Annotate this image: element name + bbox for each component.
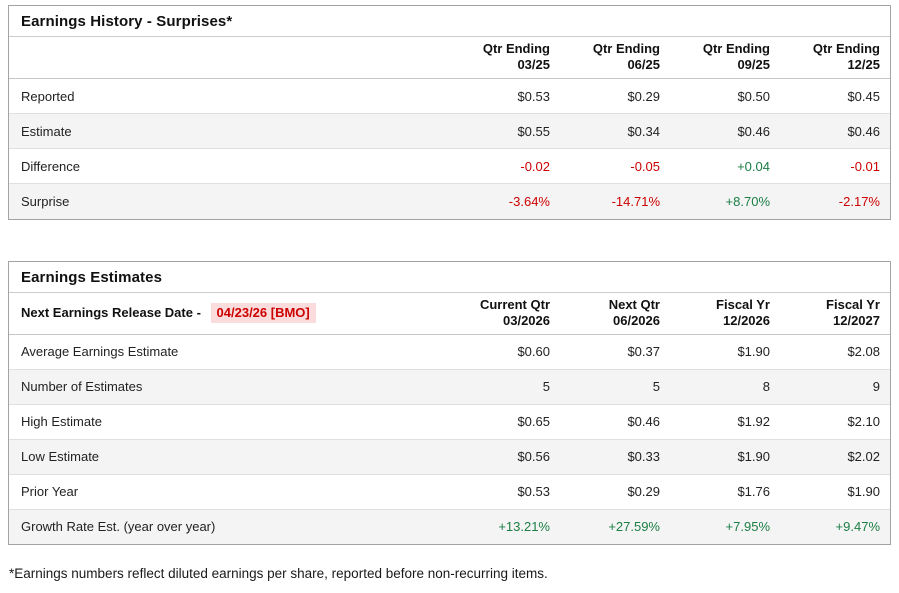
cell-value: 5: [450, 368, 560, 404]
cell-value: $0.46: [780, 113, 890, 149]
table-row: Average Earnings Estimate $0.60 $0.37 $1.90…: [9, 334, 890, 369]
cell-value: $0.29: [627, 88, 660, 104]
empty-header-cell: [9, 37, 450, 79]
cell-value: $0.53: [450, 473, 560, 509]
cell-value: $0.56: [450, 438, 560, 474]
table-row: Growth Rate Est. (year over year) +13.21%…: [9, 508, 890, 544]
cell-value: $1.76: [670, 473, 780, 509]
cell-value: $1.90: [737, 344, 770, 359]
row-label: Low Estimate: [9, 438, 450, 474]
cell-value: $0.53: [517, 88, 550, 104]
cell-value: +9.47%: [780, 508, 890, 544]
cell-value: $0.29: [560, 473, 670, 509]
earnings-estimates-header-row: Next Earnings Release Date - 04/23/26 [B…: [9, 292, 890, 335]
row-label: Number of Estimates: [9, 368, 450, 404]
cell-value: $0.65: [450, 403, 560, 439]
table-row: Prior Year $0.53 $0.29 $1.76 $1.90: [9, 473, 890, 509]
earnings-estimates-card: Earnings Estimates Next Earnings Release…: [8, 260, 891, 545]
table-row: Reported $0.53 $0.29 $0.50 $0.45: [9, 79, 890, 114]
cell-value: $0.55: [450, 113, 560, 149]
row-label: High Estimate: [9, 403, 450, 439]
column-header-qtr-3: Qtr Ending 09/25: [670, 37, 780, 79]
column-header-fiscal-yr-2: Fiscal Yr 12/2027: [780, 292, 890, 335]
cell-value: $0.37: [627, 344, 660, 359]
row-label: Growth Rate Est. (year over year): [9, 508, 450, 544]
cell-value: $0.33: [560, 438, 670, 474]
cell-value: $1.90: [780, 473, 890, 509]
cell-value: $1.92: [670, 403, 780, 439]
row-label: Surprise: [9, 183, 450, 219]
row-label: Prior Year: [9, 473, 450, 509]
column-header-qtr-4: Qtr Ending 12/25: [780, 37, 890, 79]
cell-value: $2.02: [780, 438, 890, 474]
cell-value: -14.71%: [560, 183, 670, 219]
earnings-history-card: Earnings History - Surprises* Qtr Ending…: [8, 5, 891, 220]
cell-value: 5: [560, 368, 670, 404]
table-row: High Estimate $0.65 $0.46 $1.92 $2.10: [9, 403, 890, 439]
release-date-badge: 04/23/26 [BMO]: [210, 302, 316, 323]
cell-value: +13.21%: [450, 508, 560, 544]
cell-value: $0.60: [517, 344, 550, 359]
next-earnings-release-cell: Next Earnings Release Date - 04/23/26 [B…: [9, 292, 450, 335]
earnings-history-header-row: Qtr Ending 03/25 Qtr Ending 06/25 Qtr En…: [9, 37, 890, 79]
cell-value: $0.50: [737, 88, 770, 104]
cell-value: -2.17%: [780, 183, 890, 219]
cell-value: 9: [780, 368, 890, 404]
row-label: Average Earnings Estimate: [21, 344, 179, 359]
earnings-history-title: Earnings History - Surprises*: [9, 6, 890, 37]
cell-value: -0.01: [780, 148, 890, 184]
table-row: Estimate $0.55 $0.34 $0.46 $0.46: [9, 113, 890, 149]
column-header-qtr-2: Qtr Ending 06/25: [560, 37, 670, 79]
cell-value: +27.59%: [560, 508, 670, 544]
cell-value: +0.04: [670, 148, 780, 184]
column-header-fiscal-yr-1: Fiscal Yr 12/2026: [670, 292, 780, 335]
column-header-current-qtr: Current Qtr 03/2026: [450, 292, 560, 335]
row-label: Estimate: [9, 113, 450, 149]
cell-value: -0.02: [450, 148, 560, 184]
cell-value: +7.95%: [670, 508, 780, 544]
row-label: Reported: [21, 88, 75, 104]
cell-value: $1.90: [670, 438, 780, 474]
cell-value: -0.05: [560, 148, 670, 184]
cell-value: $0.46: [670, 113, 780, 149]
earnings-footnote: *Earnings numbers reflect diluted earnin…: [9, 566, 548, 581]
table-row: Surprise -3.64% -14.71% +8.70% -2.17%: [9, 183, 890, 219]
cell-value: $0.34: [560, 113, 670, 149]
cell-value: $0.45: [847, 88, 880, 104]
table-row: Number of Estimates 5 5 8 9: [9, 368, 890, 404]
table-row: Low Estimate $0.56 $0.33 $1.90 $2.02: [9, 438, 890, 474]
column-header-next-qtr: Next Qtr 06/2026: [560, 292, 670, 335]
earnings-estimates-title: Earnings Estimates: [9, 262, 890, 293]
cell-value: $2.08: [847, 344, 880, 359]
cell-value: $0.46: [560, 403, 670, 439]
column-header-qtr-1: Qtr Ending 03/25: [450, 37, 560, 79]
earnings-history-table: Qtr Ending 03/25 Qtr Ending 06/25 Qtr En…: [9, 37, 890, 219]
cell-value: -3.64%: [450, 183, 560, 219]
release-date-label: Next Earnings Release Date -: [21, 304, 201, 320]
earnings-estimates-table: Next Earnings Release Date - 04/23/26 [B…: [9, 292, 890, 544]
cell-value: 8: [670, 368, 780, 404]
cell-value: $2.10: [780, 403, 890, 439]
cell-value: +8.70%: [670, 183, 780, 219]
row-label: Difference: [9, 148, 450, 184]
table-row: Difference -0.02 -0.05 +0.04 -0.01: [9, 148, 890, 184]
